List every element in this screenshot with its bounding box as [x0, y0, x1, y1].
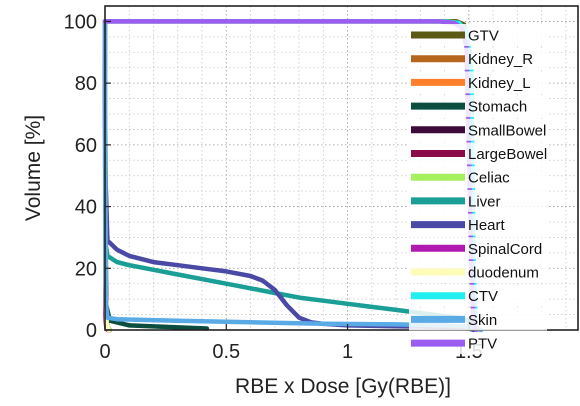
legend-label-spinalcord: SpinalCord: [468, 241, 542, 258]
legend-label-smallbowel: SmallBowel: [468, 122, 546, 139]
legend-entry-background: [409, 166, 547, 189]
x-tick-label: 0: [99, 341, 110, 363]
legend-label-celiac: Celiac: [468, 170, 510, 187]
legend-label-heart: Heart: [468, 217, 506, 234]
legend-entry-background: [409, 308, 547, 331]
legend-entry-background: [409, 24, 547, 46]
legend-entry-background: [409, 95, 547, 118]
x-tick-label: 0.5: [212, 341, 240, 363]
legend-entry-background: [409, 261, 547, 283]
y-tick-label: 20: [75, 258, 97, 280]
x-axis-label: RBE x Dose [Gy(RBE)]: [235, 375, 451, 398]
legend-label-largebowel: LargeBowel: [468, 146, 547, 163]
legend-label-stomach: Stomach: [468, 99, 527, 116]
legend-label-kidney_l: Kidney_L: [468, 75, 531, 92]
legend: GTV Kidney_R Kidney_L Stomach SmallBowel Larg…: [409, 24, 547, 355]
legend-entry-background: [409, 142, 547, 165]
legend-entry-background: [409, 213, 547, 236]
legend-label-gtv: GTV: [468, 28, 499, 45]
legend-entry-background: [409, 71, 547, 94]
legend-entry-background: [409, 47, 547, 70]
axis-ticks: 00.511.5020406080100: [64, 11, 483, 363]
y-tick-label: 0: [86, 320, 97, 342]
legend-label-kidney_r: Kidney_R: [468, 51, 533, 68]
y-tick-label: 40: [75, 197, 97, 219]
legend-label-ptv: PTV: [468, 336, 497, 353]
legend-label-skin: Skin: [468, 312, 497, 329]
legend-entry-background: [409, 284, 547, 307]
legend-entry-background: [409, 332, 547, 355]
y-tick-label: 60: [75, 135, 97, 157]
legend-label-liver: Liver: [468, 193, 501, 210]
y-axis-label: Volume [%]: [22, 115, 45, 221]
plot-frame: [104, 5, 579, 331]
legend-entry-background: [409, 118, 547, 141]
legend-label-duodenum: duodenum: [468, 265, 539, 282]
x-tick-label: 1: [342, 341, 353, 363]
legend-label-ctv: CTV: [468, 288, 498, 305]
legend-entry-background: [409, 189, 547, 212]
y-tick-label: 80: [75, 73, 97, 95]
y-tick-label: 100: [64, 11, 97, 33]
legend-entry-background: [409, 237, 547, 260]
